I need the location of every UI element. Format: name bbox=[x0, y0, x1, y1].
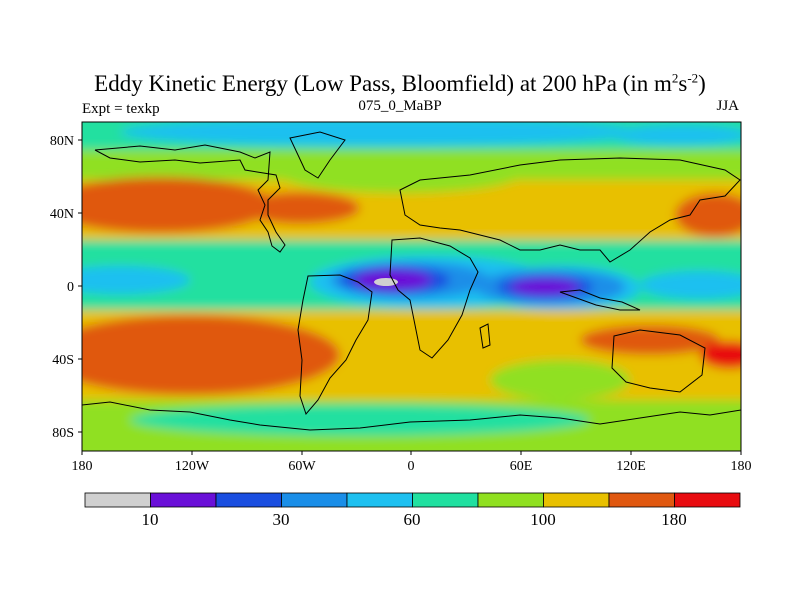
colorbar-labels: 10 30 60 100 180 bbox=[142, 510, 687, 529]
colorbar-swatch bbox=[346, 492, 413, 508]
x-tick-label: 60W bbox=[288, 459, 316, 474]
experiment-label: Expt = texkp bbox=[82, 101, 160, 117]
x-tick-label: 180 bbox=[731, 459, 752, 474]
run-label: 075_0_MaBP bbox=[358, 98, 442, 114]
map-title: Eddy Kinetic Energy (Low Pass, Bloomfiel… bbox=[94, 70, 706, 96]
season-label: JJA bbox=[716, 98, 739, 114]
colorbar-swatch bbox=[477, 492, 544, 508]
colorbar-label: 60 bbox=[404, 510, 421, 529]
coastlines bbox=[82, 131, 741, 431]
colorbar-label: 100 bbox=[530, 510, 556, 529]
colorbar-swatch bbox=[281, 492, 348, 508]
colorbar-label: 10 bbox=[142, 510, 159, 529]
y-tick-label: 40S bbox=[52, 353, 74, 368]
colorbar-swatch bbox=[84, 492, 151, 508]
colorbar-swatch bbox=[543, 492, 610, 508]
y-axis: 80N 40N 0 40S 80S bbox=[50, 134, 82, 441]
x-axis: 180 120W 60W 0 60E 120E 180 bbox=[72, 451, 752, 474]
colorbar-label: 30 bbox=[273, 510, 290, 529]
colorbar-swatch bbox=[674, 492, 741, 508]
x-tick-label: 60E bbox=[510, 459, 533, 474]
colorbar bbox=[84, 492, 741, 508]
colorbar-swatch bbox=[215, 492, 282, 508]
contour-field bbox=[82, 122, 741, 451]
colorbar-swatch bbox=[412, 492, 479, 508]
y-tick-label: 40N bbox=[50, 207, 74, 222]
minimum-spot bbox=[374, 278, 398, 286]
y-tick-label: 80S bbox=[52, 426, 74, 441]
y-tick-label: 80N bbox=[50, 134, 74, 149]
colorbar-swatch bbox=[150, 492, 217, 508]
x-tick-label: 180 bbox=[72, 459, 93, 474]
colorbar-swatch bbox=[608, 492, 675, 508]
x-tick-label: 120E bbox=[616, 459, 646, 474]
x-tick-label: 0 bbox=[408, 459, 415, 474]
colorbar-label: 180 bbox=[661, 510, 687, 529]
y-tick-label: 0 bbox=[67, 280, 74, 295]
x-tick-label: 120W bbox=[175, 459, 210, 474]
